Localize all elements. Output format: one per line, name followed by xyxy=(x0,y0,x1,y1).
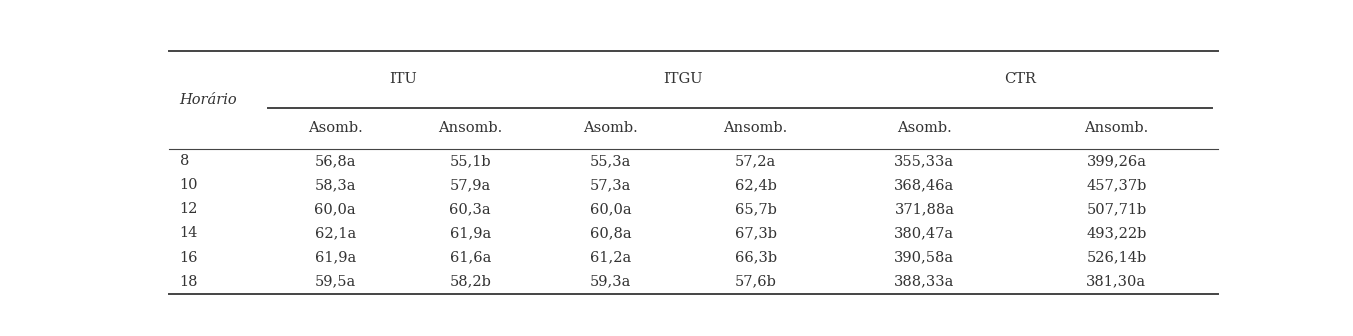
Text: Horário: Horário xyxy=(180,93,237,107)
Text: 57,3a: 57,3a xyxy=(590,178,630,192)
Text: 371,88a: 371,88a xyxy=(894,202,954,216)
Text: 14: 14 xyxy=(180,226,198,241)
Text: 399,26a: 399,26a xyxy=(1086,154,1146,168)
Text: 16: 16 xyxy=(180,251,198,265)
Text: 457,37b: 457,37b xyxy=(1086,178,1146,192)
Text: 62,1a: 62,1a xyxy=(315,226,356,241)
Text: ITU: ITU xyxy=(388,72,417,86)
Text: 8: 8 xyxy=(180,154,189,168)
Text: 390,58a: 390,58a xyxy=(894,251,954,265)
Text: 388,33a: 388,33a xyxy=(894,275,955,289)
Text: 55,3a: 55,3a xyxy=(590,154,630,168)
Text: 67,3b: 67,3b xyxy=(735,226,777,241)
Text: 61,9a: 61,9a xyxy=(449,226,491,241)
Text: 59,5a: 59,5a xyxy=(315,275,356,289)
Text: 493,22b: 493,22b xyxy=(1086,226,1146,241)
Text: 65,7b: 65,7b xyxy=(735,202,777,216)
Text: 60,3a: 60,3a xyxy=(449,202,491,216)
Text: 380,47a: 380,47a xyxy=(894,226,954,241)
Text: 55,1b: 55,1b xyxy=(449,154,491,168)
Text: 526,14b: 526,14b xyxy=(1086,251,1146,265)
Text: 12: 12 xyxy=(180,202,198,216)
Text: Asomb.: Asomb. xyxy=(583,121,637,135)
Text: 60,0a: 60,0a xyxy=(314,202,356,216)
Text: Asomb.: Asomb. xyxy=(308,121,363,135)
Text: Ansomb.: Ansomb. xyxy=(1084,121,1149,135)
Text: 61,2a: 61,2a xyxy=(590,251,630,265)
Text: 18: 18 xyxy=(180,275,198,289)
Text: Ansomb.: Ansomb. xyxy=(724,121,787,135)
Text: Asomb.: Asomb. xyxy=(897,121,951,135)
Text: 59,3a: 59,3a xyxy=(590,275,630,289)
Text: 381,30a: 381,30a xyxy=(1086,275,1146,289)
Text: 10: 10 xyxy=(180,178,198,192)
Text: 56,8a: 56,8a xyxy=(314,154,356,168)
Text: CTR: CTR xyxy=(1004,72,1036,86)
Text: 57,6b: 57,6b xyxy=(735,275,777,289)
Text: 58,2b: 58,2b xyxy=(449,275,491,289)
Text: 61,9a: 61,9a xyxy=(315,251,356,265)
Text: 57,2a: 57,2a xyxy=(735,154,777,168)
Text: 66,3b: 66,3b xyxy=(735,251,777,265)
Text: 58,3a: 58,3a xyxy=(314,178,356,192)
Text: 60,0a: 60,0a xyxy=(590,202,632,216)
Text: 355,33a: 355,33a xyxy=(894,154,954,168)
Text: 61,6a: 61,6a xyxy=(449,251,491,265)
Text: 57,9a: 57,9a xyxy=(449,178,491,192)
Text: 62,4b: 62,4b xyxy=(735,178,777,192)
Text: Ansomb.: Ansomb. xyxy=(438,121,502,135)
Text: ITGU: ITGU xyxy=(663,72,702,86)
Text: 507,71b: 507,71b xyxy=(1086,202,1146,216)
Text: 60,8a: 60,8a xyxy=(590,226,632,241)
Text: 368,46a: 368,46a xyxy=(894,178,954,192)
